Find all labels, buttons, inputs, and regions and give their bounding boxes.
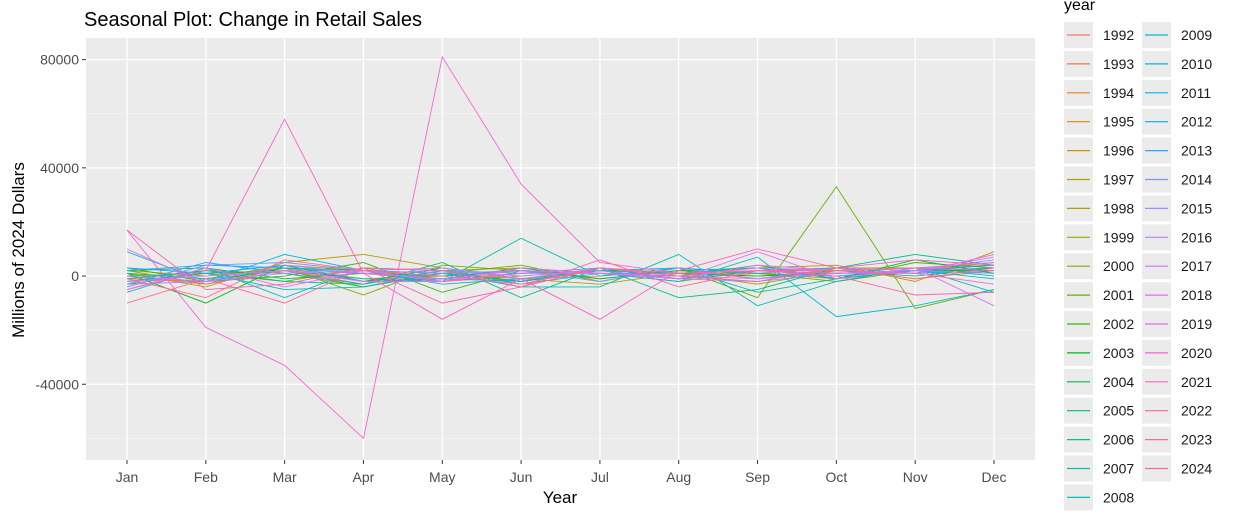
legend-label: 2022 — [1181, 403, 1212, 419]
legend-label: 2023 — [1181, 432, 1212, 448]
series-line-2019 — [126, 248, 995, 285]
x-tick-label: May — [429, 469, 455, 485]
legend-label: 2011 — [1181, 85, 1211, 101]
legend-label: 1997 — [1103, 172, 1134, 188]
x-tick-label: Jun — [510, 469, 533, 485]
legend-label: 1992 — [1103, 27, 1134, 43]
legend-label: 2013 — [1181, 143, 1212, 159]
legend-label: 2004 — [1103, 374, 1134, 390]
x-tick-label: Aug — [666, 469, 691, 485]
legend-label: 2010 — [1181, 56, 1212, 72]
legend-label: 2006 — [1103, 432, 1134, 448]
y-axis-ticks: -40000 0 40000 80000 — [35, 52, 86, 392]
x-axis-title: Year — [543, 488, 578, 507]
legend: year 1992 1993 1994 1995 1996 1997 1998 1999 200… — [1064, 0, 1212, 511]
series-line-2024 — [126, 259, 995, 299]
legend-label: 2016 — [1181, 229, 1212, 245]
x-tick-label: Sep — [745, 469, 770, 485]
legend-label: 2005 — [1103, 403, 1134, 419]
x-tick-label: Jan — [116, 469, 139, 485]
chart-title: Seasonal Plot: Change in Retail Sales — [84, 9, 422, 31]
legend-label: 2008 — [1103, 489, 1134, 505]
legend-label: 2018 — [1181, 287, 1212, 303]
y-tick-label: 0 — [71, 268, 79, 284]
legend-label: 2007 — [1103, 461, 1134, 477]
legend-label: 2000 — [1103, 258, 1134, 274]
x-tick-label: Apr — [353, 469, 375, 485]
y-axis-title: Millions of 2024 Dollars — [9, 162, 28, 338]
legend-label: 1999 — [1103, 229, 1134, 245]
legend-label: 1993 — [1103, 56, 1134, 72]
legend-label: 2020 — [1181, 345, 1212, 361]
series-line-2021 — [126, 118, 995, 320]
x-tick-label: Dec — [982, 469, 1007, 485]
y-tick-label: 40000 — [40, 160, 79, 176]
legend-label: 2001 — [1103, 287, 1134, 303]
x-tick-label: Feb — [194, 469, 218, 485]
series-line-2022 — [126, 229, 995, 304]
legend-items: 1992 1993 1994 1995 1996 1997 1998 1999 2000 2001… — [1064, 22, 1212, 511]
x-tick-label: Mar — [273, 469, 297, 485]
series-line-2006 — [126, 253, 995, 299]
x-tick-label: Oct — [825, 469, 847, 485]
y-tick-label: -40000 — [35, 376, 79, 392]
series-line-2009 — [126, 256, 995, 318]
legend-label: 2015 — [1181, 200, 1212, 216]
legend-label: 2024 — [1181, 461, 1212, 477]
y-tick-label: 80000 — [40, 52, 79, 68]
legend-title: year — [1064, 0, 1096, 14]
legend-label: 1994 — [1103, 85, 1134, 101]
series-lines — [126, 55, 995, 440]
legend-label: 1996 — [1103, 143, 1134, 159]
legend-label: 2021 — [1181, 374, 1212, 390]
legend-label: 1995 — [1103, 114, 1134, 130]
x-tick-label: Jul — [591, 469, 609, 485]
legend-label: 2009 — [1181, 27, 1212, 43]
legend-label: 1998 — [1103, 200, 1134, 216]
legend-label: 2002 — [1103, 316, 1134, 332]
x-tick-label: Nov — [903, 469, 928, 485]
legend-label: 2019 — [1181, 316, 1212, 332]
legend-label: 2003 — [1103, 345, 1134, 361]
legend-label: 2017 — [1181, 258, 1212, 274]
series-line-2020 — [126, 55, 995, 440]
x-axis-ticks: Jan Feb Mar Apr May Jun Jul Aug Sep Oct Nov Dec — [116, 460, 1007, 485]
legend-label: 2012 — [1181, 114, 1212, 130]
plot-panel — [86, 38, 1035, 460]
legend-label: 2014 — [1181, 172, 1212, 188]
